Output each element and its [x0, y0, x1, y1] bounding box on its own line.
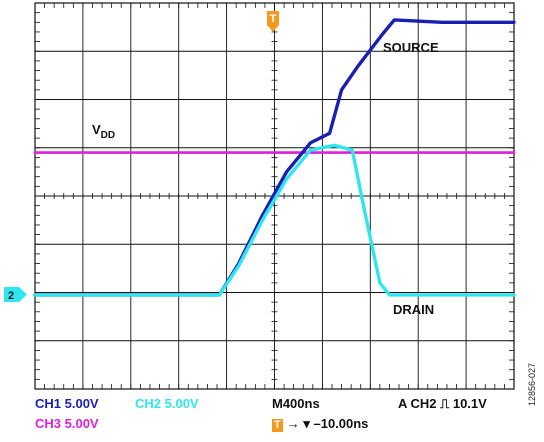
channel-marker-text: 2 — [8, 290, 14, 302]
trigger-marker: T — [267, 11, 279, 32]
vdd-label-sub: DD — [101, 130, 115, 141]
ch2-scale: CH2 5.00V — [135, 396, 199, 411]
series-drain-trace — [33, 143, 516, 297]
trigger-setting: A CH2 ⎍ 10.1V — [398, 396, 487, 411]
traces — [33, 18, 516, 297]
channel-marker-pointer — [19, 287, 27, 302]
trigger-marker-pointer — [267, 25, 279, 32]
vdd-label: VDD — [92, 122, 115, 141]
channel-ground-marker: 2 — [4, 287, 27, 302]
ch3-scale: CH3 5.00V — [35, 416, 99, 431]
source-label: SOURCE — [383, 40, 439, 55]
trigger-marker-box — [267, 11, 279, 25]
channel-marker-box — [4, 287, 19, 302]
trigger-offset-value: → ▾ –10.00ns — [286, 416, 369, 431]
drain-label: DRAIN — [393, 302, 434, 317]
figure-id: 12856-027 — [527, 362, 537, 406]
timebase: M400ns — [272, 396, 320, 411]
ch1-scale: CH1 5.00V — [35, 396, 99, 411]
trigger-marker-text: T — [270, 13, 277, 25]
vdd-label-main: V — [92, 122, 101, 137]
trigger-offset: T → ▾ –10.00ns — [272, 416, 368, 432]
trigger-offset-icon: T — [272, 419, 283, 432]
